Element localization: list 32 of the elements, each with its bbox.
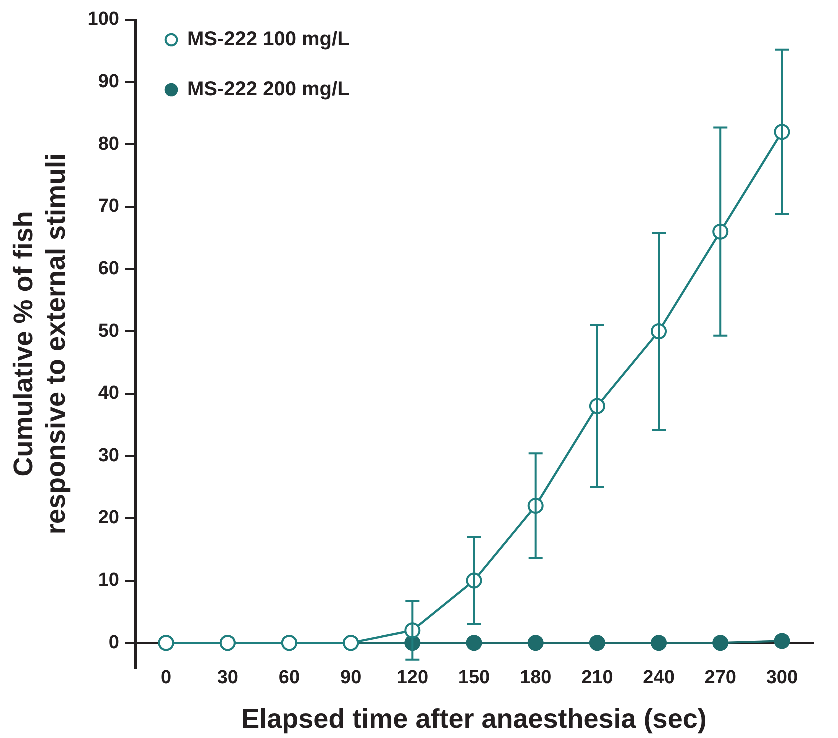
y-tick-label: 70 bbox=[98, 196, 120, 218]
point bbox=[466, 635, 482, 652]
x-tick-label: 240 bbox=[643, 668, 675, 689]
x-tick-label: 0 bbox=[161, 668, 172, 689]
y-tick-label: 0 bbox=[108, 632, 120, 654]
x-tick-label: 150 bbox=[458, 668, 490, 689]
y-tick-label: 90 bbox=[98, 72, 120, 93]
y-tick-label: 10 bbox=[98, 570, 120, 592]
x-tick-label: 120 bbox=[396, 668, 429, 689]
point bbox=[712, 635, 729, 652]
point bbox=[528, 635, 544, 652]
x-tick-label: 180 bbox=[520, 668, 552, 689]
y-tick-label: 50 bbox=[98, 320, 120, 342]
y-tick-label: 30 bbox=[98, 445, 120, 466]
y-tick-label: 80 bbox=[98, 134, 120, 155]
x-axis-title: Elapsed time after anaesthesia (sec) bbox=[242, 704, 707, 734]
point bbox=[774, 633, 790, 650]
point bbox=[651, 635, 668, 652]
y-axis-title: Cumulative % of fish responsive to external stimuli bbox=[8, 153, 72, 535]
x-tick-label: 90 bbox=[340, 668, 362, 689]
legend-label: MS-222 200 mg/L bbox=[188, 78, 350, 101]
x-tick-label: 270 bbox=[704, 668, 736, 689]
y-tick-label: 100 bbox=[88, 9, 120, 30]
x-tick-label: 30 bbox=[217, 668, 238, 689]
legend-label: MS-222 100 mg/L bbox=[188, 28, 350, 51]
point bbox=[589, 635, 606, 652]
y-tick-label: 60 bbox=[98, 258, 120, 280]
y-tick-label: 40 bbox=[98, 383, 120, 404]
x-tick-label: 300 bbox=[766, 668, 798, 689]
x-tick-label: 210 bbox=[582, 668, 614, 689]
x-tick-label: 60 bbox=[278, 668, 300, 689]
y-tick-label: 20 bbox=[98, 508, 120, 529]
